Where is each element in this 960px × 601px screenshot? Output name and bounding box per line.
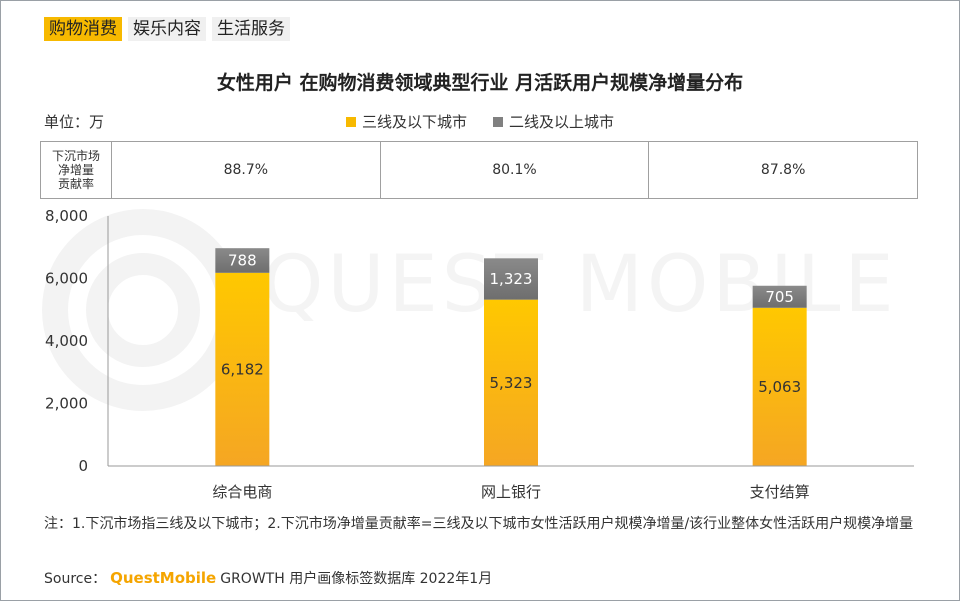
- source-line: Source： QuestMobile GROWTH 用户画像标签数据库 202…: [44, 568, 492, 588]
- contribution-row: 下沉市场 净增量 贡献率 88.7% 80.1% 87.8%: [40, 141, 918, 199]
- bar-upper-tier: [215, 248, 270, 273]
- legend-item-lower-tier: 三线及以下城市: [346, 111, 467, 132]
- source-brand: QuestMobile: [110, 569, 217, 587]
- row-header-line-3: 贡献率: [57, 177, 94, 191]
- data-label-lower-tier: 5,323: [490, 374, 533, 392]
- x-category-label: 支付结算: [750, 483, 810, 501]
- x-axis: 综合电商 网上银行 支付结算: [108, 465, 914, 501]
- data-label-upper-tier: 788: [228, 252, 257, 270]
- contribution-row-header: 下沉市场 净增量 贡献率: [40, 141, 112, 199]
- source-text: GROWTH 用户画像标签数据库 2022年1月: [220, 571, 493, 587]
- tab-life-services[interactable]: 生活服务: [212, 17, 290, 41]
- y-tick-label: 0: [78, 457, 88, 475]
- data-label-lower-tier: 5,063: [758, 378, 801, 396]
- source-prefix: Source：: [44, 571, 107, 587]
- y-tick-label: 8,000: [45, 207, 88, 225]
- contribution-table: 下沉市场 净增量 贡献率 88.7% 80.1% 87.8%: [40, 141, 918, 199]
- y-axis: 0 2,000 4,000 6,000 8,000: [45, 207, 109, 475]
- footnote: 注：1.下沉市场指三线及以下城市；2.下沉市场净增量贡献率=三线及以下城市女性活…: [44, 516, 914, 532]
- bar-lower-tier: [752, 307, 807, 466]
- bars-layer: 6,182 788 5,323 1,323 5,063 705: [215, 248, 807, 466]
- bar-upper-tier: [484, 258, 538, 300]
- y-tick-label: 6,000: [45, 270, 88, 288]
- chart-title: 女性用户 在购物消费领域典型行业 月活跃用户规模净增量分布: [216, 72, 744, 94]
- category-tabs: 购物消费 娱乐内容 生活服务: [44, 17, 290, 41]
- legend-label-upper-tier: 二线及以上城市: [509, 113, 615, 131]
- contribution-cell-online-banking: 80.1%: [379, 141, 650, 199]
- tab-entertainment[interactable]: 娱乐内容: [128, 17, 206, 41]
- legend-item-upper-tier: 二线及以上城市: [493, 111, 614, 132]
- unit-label: 单位：万: [44, 113, 105, 131]
- row-header-line-1: 下沉市场: [51, 149, 100, 163]
- legend-swatch-lower-tier: [346, 116, 356, 127]
- bar-upper-tier: [752, 285, 807, 308]
- legend: 三线及以下城市 二线及以上城市: [346, 111, 614, 132]
- bar-lower-tier: [215, 272, 270, 466]
- data-label-upper-tier: 705: [765, 288, 794, 306]
- x-category-label: 综合电商: [212, 483, 272, 501]
- row-header-line-2: 净增量: [57, 163, 94, 177]
- tab-shopping[interactable]: 购物消费: [44, 17, 122, 41]
- y-tick-label: 4,000: [45, 332, 88, 350]
- contribution-cell-ecommerce: 88.7%: [111, 141, 381, 199]
- legend-label-lower-tier: 三线及以下城市: [362, 113, 468, 131]
- y-tick-label: 2,000: [45, 395, 88, 413]
- legend-swatch-upper-tier: [493, 116, 504, 127]
- contribution-cell-payment: 87.8%: [648, 141, 918, 199]
- x-category-label: 网上银行: [481, 483, 541, 501]
- data-label-upper-tier: 1,323: [490, 270, 533, 288]
- bar-lower-tier: [484, 299, 538, 466]
- data-label-lower-tier: 6,182: [221, 360, 264, 378]
